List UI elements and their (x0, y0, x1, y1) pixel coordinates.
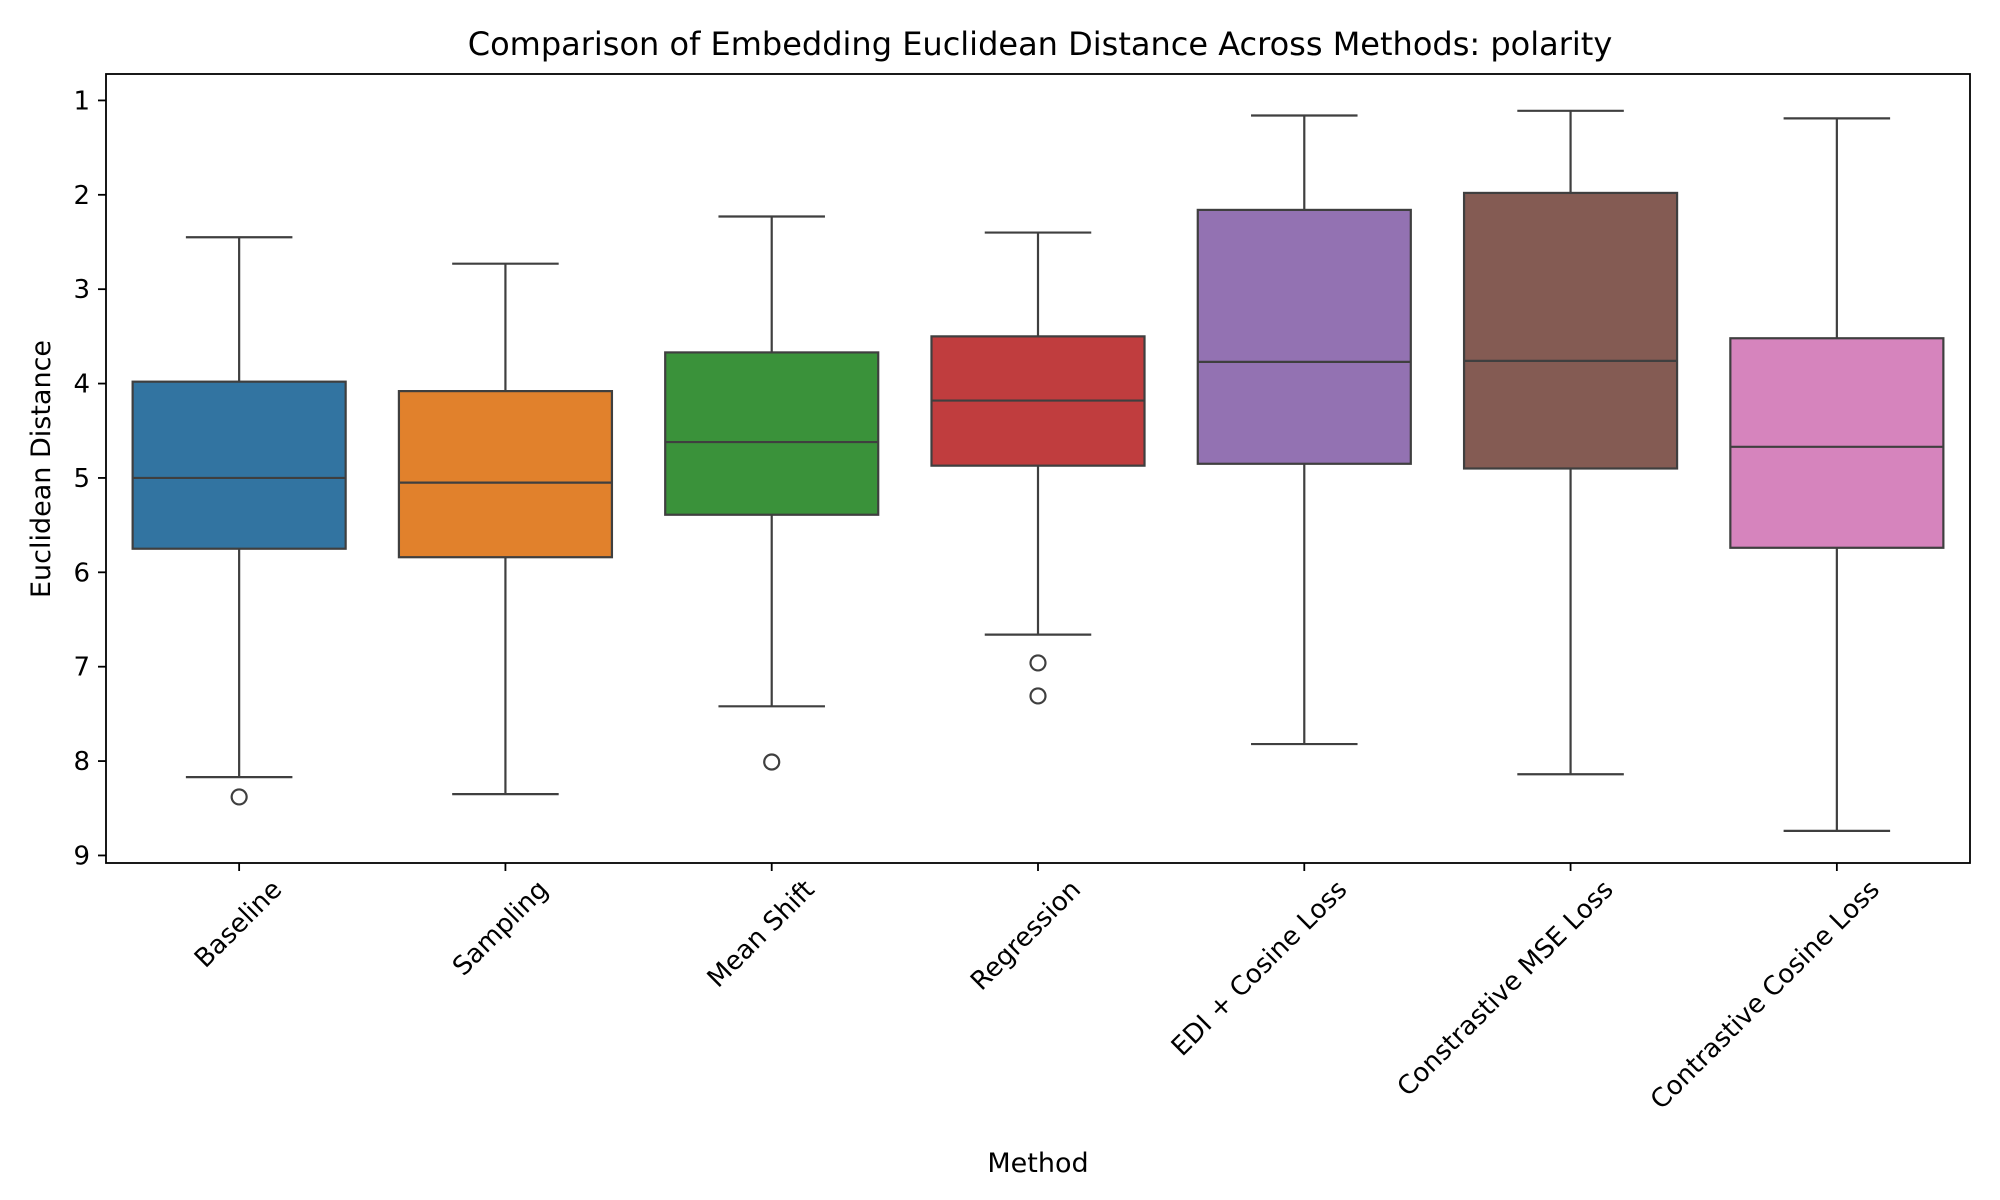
box-iqr (131, 380, 347, 550)
box-group (397, 262, 614, 796)
box-group (1729, 117, 1945, 833)
outlier-point (1029, 687, 1047, 705)
box-group (1196, 114, 1412, 746)
y-tick-label: 5 (73, 464, 90, 494)
y-tick-label: 8 (73, 747, 90, 777)
y-axis-title: Euclidean Distance (26, 340, 57, 598)
outlier-point (1029, 654, 1047, 672)
box-iqr (1462, 191, 1679, 470)
box-group (1462, 109, 1679, 776)
box-iqr (664, 351, 880, 516)
plot-area (131, 109, 1945, 833)
box-iqr (1729, 337, 1945, 549)
outlier-point (763, 753, 781, 771)
box-group (131, 236, 347, 806)
y-tick-label: 2 (73, 181, 90, 211)
y-tick-label: 9 (73, 841, 90, 871)
y-tick-label: 6 (73, 558, 90, 588)
y-tick-label: 4 (73, 370, 90, 400)
box-iqr (397, 390, 614, 559)
box-group (664, 215, 880, 771)
y-tick-label: 3 (73, 275, 90, 305)
y-tick-label: 7 (73, 653, 90, 683)
chart-title: Comparison of Embedding Euclidean Distan… (468, 25, 1613, 63)
x-axis-title: Method (987, 1148, 1088, 1179)
box-iqr (1196, 208, 1412, 465)
outlier-point (230, 788, 248, 806)
y-axis: 1 2 3 4 5 6 7 8 9 (73, 86, 106, 871)
y-tick-label: 1 (73, 86, 90, 116)
box-group (930, 231, 1146, 705)
